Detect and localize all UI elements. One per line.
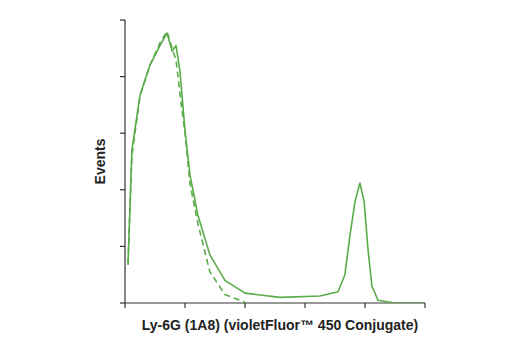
histogram-line [128,33,425,303]
y-axis [124,20,125,303]
y-tick [120,302,125,303]
x-axis-label: Ly-6G (1A8) (violetFluor™ 450 Conjugate) [142,317,418,333]
x-tick [244,303,245,308]
x-tick [124,303,125,308]
x-tick [304,303,305,308]
y-tick [120,19,125,20]
chart-root: Ly-6G (1A8) (violetFluor™ 450 Conjugate)… [0,0,520,350]
y-axis-label: Events [92,138,108,184]
y-tick [120,76,125,77]
x-tick [184,303,185,308]
x-tick [424,303,425,308]
histogram-line [128,31,245,302]
chart: Ly-6G (1A8) (violetFluor™ 450 Conjugate)… [0,0,520,350]
y-tick [120,189,125,190]
x-axis [125,302,425,303]
y-tick [120,246,125,247]
x-tick [364,303,365,308]
plot-area [128,31,425,303]
y-tick [120,133,125,134]
